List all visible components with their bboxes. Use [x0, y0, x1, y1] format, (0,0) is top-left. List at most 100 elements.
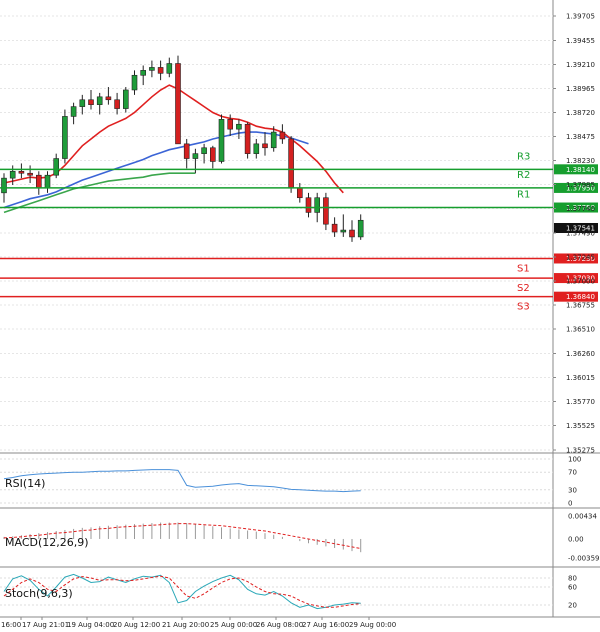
price-tick-label: 1.36510 [566, 326, 595, 334]
candle-body [227, 119, 233, 130]
candle-body [105, 96, 112, 101]
x-tick-label: 21 Aug 20:00 [162, 621, 209, 629]
candle-body [218, 119, 225, 162]
candle-body [357, 219, 364, 238]
macd-tick-label: 0.00 [568, 535, 584, 543]
candle-body [88, 99, 94, 105]
price-tick-label: 1.37490 [566, 230, 595, 238]
price-tick-label: 1.35275 [566, 447, 595, 455]
level-label-s2: S2 [517, 283, 530, 294]
candle-body [131, 74, 138, 91]
level-label-s3: S3 [517, 302, 530, 313]
candle-body [166, 63, 173, 74]
rsi-tick-label: 30 [568, 486, 577, 494]
candle-body [270, 131, 277, 149]
candle-body [340, 229, 347, 233]
candle-body [296, 187, 303, 199]
x-tick-label: 25 Aug 00:00 [210, 621, 257, 629]
candle-body [35, 174, 42, 189]
price-tick-label: 1.35525 [566, 422, 595, 430]
x-tick-label: 19 Aug 04:00 [67, 621, 114, 629]
price-tick-label: 1.39705 [566, 13, 595, 21]
level-price-label: 1.36840 [566, 293, 595, 301]
macd-tick-label: 0.00434 [568, 513, 597, 521]
level-price-tag [554, 253, 598, 264]
candle-body [70, 106, 77, 117]
stoch-label: Stoch(9,6,3) [5, 587, 73, 600]
candle-body [53, 158, 60, 176]
rsi-tick-label: 0 [568, 500, 572, 508]
candle-body [279, 131, 286, 140]
level-price-label: 1.37950 [566, 184, 595, 192]
candle-body [236, 123, 242, 130]
candle-body [210, 147, 216, 162]
candle-body [79, 99, 86, 107]
stoch-k-line [3, 573, 361, 610]
x-tick-label: 26 Aug 08:00 [256, 621, 303, 629]
candle-body [175, 63, 181, 145]
candle-body [18, 170, 25, 174]
candle-body [149, 67, 155, 71]
candle-body [114, 99, 120, 109]
x-tick-label: 20 Aug 12:00 [113, 621, 160, 629]
level-label-r3: R3 [517, 151, 530, 162]
candle-body [183, 143, 190, 159]
candle-body [331, 223, 338, 233]
macd-label: MACD(12,26,9) [5, 536, 89, 549]
current-price-label: 1.37541 [566, 225, 595, 233]
candle-body [157, 67, 164, 74]
level-price-tag [554, 202, 598, 213]
price-tick-label: 1.39455 [566, 37, 595, 45]
rsi-label: RSI(14) [5, 477, 45, 490]
candle-body [44, 174, 51, 189]
stoch-d-line [3, 575, 361, 608]
candle-body [305, 197, 312, 213]
rsi-tick-label: 100 [568, 456, 581, 464]
candle-body [96, 96, 103, 105]
candle-body [201, 147, 207, 154]
x-tick-label: 17 Aug 21:01 [22, 621, 69, 629]
price-tick-label: 1.36755 [566, 302, 595, 310]
candle-body [9, 170, 16, 179]
candle-body [288, 138, 294, 189]
level-price-label: 1.38140 [566, 166, 595, 174]
candle-body [192, 153, 199, 159]
price-tick-label: 1.39210 [566, 61, 595, 69]
ma-green-line [3, 172, 196, 214]
level-label-r1: R1 [517, 190, 530, 201]
level-price-tag [554, 182, 598, 193]
x-tick-label: 27 Aug 16:00 [302, 621, 349, 629]
candle-body [123, 89, 129, 109]
price-tick-label: 1.35770 [566, 398, 595, 406]
level-price-tag [554, 291, 598, 302]
level-price-tag [554, 164, 598, 175]
level-price-label: 1.37230 [566, 255, 595, 263]
price-tick-label: 1.38965 [566, 85, 595, 93]
level-label-s1: S1 [517, 263, 530, 274]
macd-tick-label: -0.003597 [568, 555, 600, 563]
current-price-tag [554, 223, 598, 234]
candle-body [1, 177, 7, 194]
ma-blue-line [3, 131, 309, 209]
x-tick-label: 29 Aug 00:00 [349, 621, 396, 629]
level-price-label: 1.37030 [566, 275, 595, 283]
price-tick-label: 1.37245 [566, 254, 595, 262]
stoch-tick-label: 20 [568, 602, 577, 610]
stoch-tick-label: 80 [568, 575, 577, 583]
candle-body [349, 229, 355, 238]
stoch-tick-label: 60 [568, 584, 577, 592]
candle-body [323, 197, 329, 225]
candle-body [27, 172, 33, 176]
candle-body [262, 143, 268, 149]
candle-body [62, 116, 68, 159]
price-tick-label: 1.37740 [566, 205, 595, 213]
price-tick-label: 1.37985 [566, 181, 595, 189]
x-tick-label: 16:00 [1, 621, 21, 629]
rsi-tick-label: 70 [568, 469, 577, 477]
level-price-label: 1.37750 [566, 204, 595, 212]
price-tick-label: 1.38230 [566, 157, 595, 165]
price-tick-label: 1.37000 [566, 278, 595, 286]
price-tick-label: 1.36015 [566, 374, 595, 382]
price-tick-label: 1.36260 [566, 350, 595, 358]
